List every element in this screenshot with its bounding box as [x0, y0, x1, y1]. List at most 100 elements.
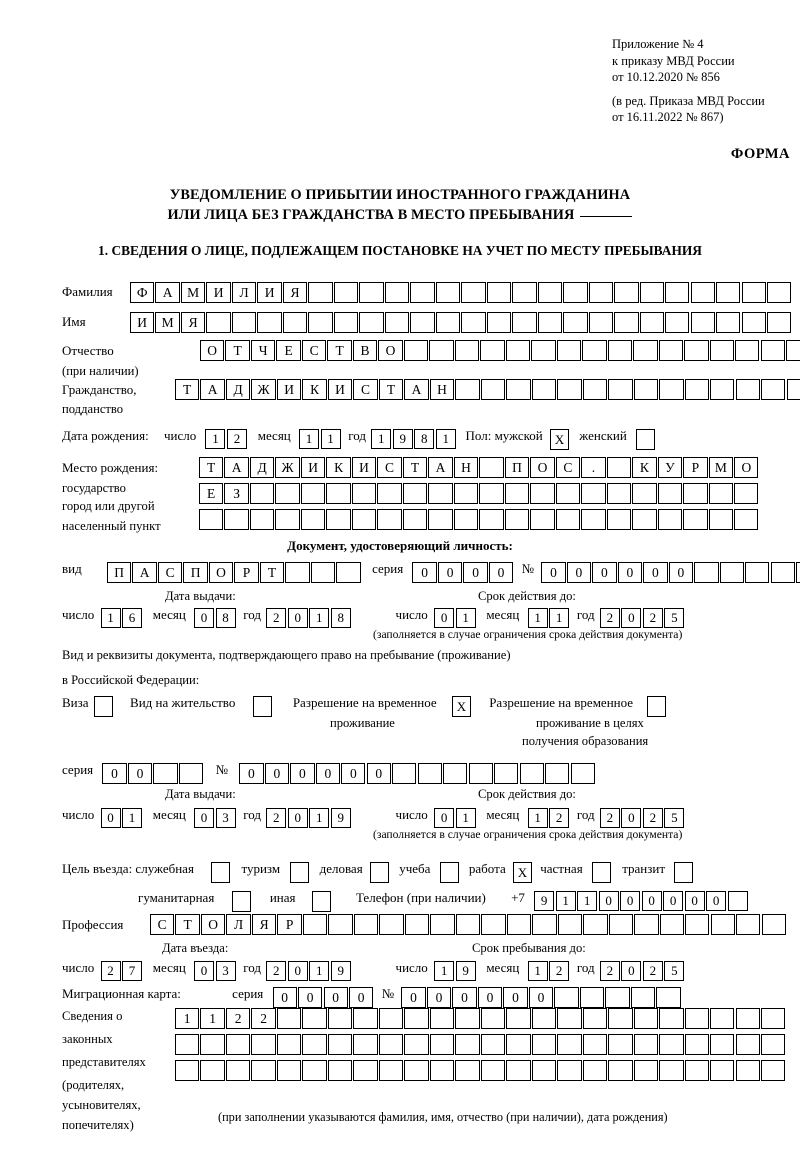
char-cell[interactable]: А: [224, 457, 249, 478]
char-cell[interactable]: [632, 483, 657, 504]
char-cell[interactable]: [480, 340, 505, 361]
char-cell[interactable]: [770, 561, 795, 583]
char-cell[interactable]: 0: [592, 561, 617, 583]
char-cell[interactable]: [537, 282, 563, 303]
char-cell[interactable]: 7: [122, 961, 143, 981]
char-cell[interactable]: П: [504, 457, 530, 478]
char-cell[interactable]: 2: [642, 961, 663, 981]
char-cell[interactable]: 0: [528, 986, 554, 1008]
char-cell[interactable]: [659, 1060, 684, 1081]
char-cell[interactable]: А: [200, 379, 225, 400]
char-cell[interactable]: Д: [225, 379, 251, 400]
char-cell[interactable]: [282, 312, 308, 333]
char-cell[interactable]: [582, 379, 608, 400]
char-cell[interactable]: [479, 457, 504, 478]
char-cell[interactable]: [685, 914, 710, 935]
char-cell[interactable]: И: [257, 282, 282, 303]
char-cell[interactable]: 2: [100, 961, 121, 981]
char-cell[interactable]: [683, 509, 708, 530]
char-cell[interactable]: 0: [272, 986, 297, 1008]
char-cell[interactable]: [530, 483, 555, 504]
char-cell[interactable]: [275, 509, 300, 530]
char-cell[interactable]: [639, 282, 664, 303]
temp-residence-checkbox[interactable]: X: [451, 695, 471, 717]
char-cell[interactable]: 0: [290, 762, 315, 784]
char-cell[interactable]: 0: [239, 762, 264, 784]
char-cell[interactable]: С: [157, 561, 183, 583]
char-cell[interactable]: [308, 312, 333, 333]
char-cell[interactable]: [428, 509, 453, 530]
char-cell[interactable]: [384, 312, 410, 333]
char-cell[interactable]: [302, 1034, 327, 1055]
char-cell[interactable]: Я: [282, 282, 308, 303]
char-cell[interactable]: [608, 1060, 633, 1081]
char-cell[interactable]: [326, 509, 351, 530]
char-cell[interactable]: В: [352, 340, 378, 361]
char-cell[interactable]: [683, 483, 708, 504]
char-cell[interactable]: [252, 695, 272, 717]
char-cell[interactable]: [311, 890, 331, 912]
char-cell[interactable]: [328, 914, 353, 935]
char-cell[interactable]: [512, 282, 537, 303]
char-cell[interactable]: [530, 509, 555, 530]
char-cell[interactable]: 0: [426, 986, 452, 1008]
char-cell[interactable]: З: [224, 483, 249, 504]
char-cell[interactable]: [480, 1034, 506, 1055]
char-cell[interactable]: [608, 1034, 633, 1055]
char-cell[interactable]: 0: [437, 561, 463, 583]
char-cell[interactable]: [716, 282, 741, 303]
char-cell[interactable]: [690, 282, 715, 303]
char-cell[interactable]: [302, 1008, 327, 1029]
char-cell[interactable]: О: [200, 914, 226, 935]
char-cell[interactable]: [581, 509, 606, 530]
char-cell[interactable]: [684, 340, 709, 361]
char-cell[interactable]: [454, 340, 480, 361]
char-cell[interactable]: [633, 379, 659, 400]
char-cell[interactable]: [404, 914, 430, 935]
purpose-transit-checkbox[interactable]: [674, 861, 694, 883]
char-cell[interactable]: 0: [298, 986, 323, 1008]
purpose-tourism-checkbox[interactable]: [290, 861, 310, 883]
char-cell[interactable]: 0: [620, 891, 641, 911]
char-cell[interactable]: [582, 1060, 608, 1081]
char-cell[interactable]: М: [155, 312, 180, 333]
char-cell[interactable]: Т: [199, 457, 224, 478]
char-cell[interactable]: 1: [527, 608, 548, 628]
char-cell[interactable]: [606, 509, 632, 530]
char-cell[interactable]: 0: [412, 561, 437, 583]
char-cell[interactable]: [429, 1008, 455, 1029]
char-cell[interactable]: 0: [102, 762, 127, 784]
char-cell[interactable]: 1: [577, 891, 598, 911]
char-cell[interactable]: 2: [226, 429, 247, 449]
char-cell[interactable]: С: [301, 340, 327, 361]
char-cell[interactable]: 0: [621, 808, 642, 828]
char-cell[interactable]: [786, 340, 800, 361]
char-cell[interactable]: [404, 1034, 429, 1055]
char-cell[interactable]: А: [132, 561, 157, 583]
char-cell[interactable]: [570, 762, 595, 784]
char-cell[interactable]: [404, 1008, 429, 1029]
char-cell[interactable]: Р: [234, 561, 259, 583]
char-cell[interactable]: С: [150, 914, 175, 935]
char-cell[interactable]: [506, 914, 532, 935]
char-cell[interactable]: X: [451, 695, 471, 717]
char-cell[interactable]: 0: [100, 808, 121, 828]
char-cell[interactable]: [225, 1060, 251, 1081]
char-cell[interactable]: [708, 509, 733, 530]
char-cell[interactable]: [326, 483, 351, 504]
char-cell[interactable]: [455, 1008, 480, 1029]
char-cell[interactable]: 1: [299, 429, 320, 449]
visa-checkbox[interactable]: [93, 695, 113, 717]
char-cell[interactable]: С: [353, 379, 378, 400]
birthplace-input-row-3[interactable]: [199, 509, 760, 530]
